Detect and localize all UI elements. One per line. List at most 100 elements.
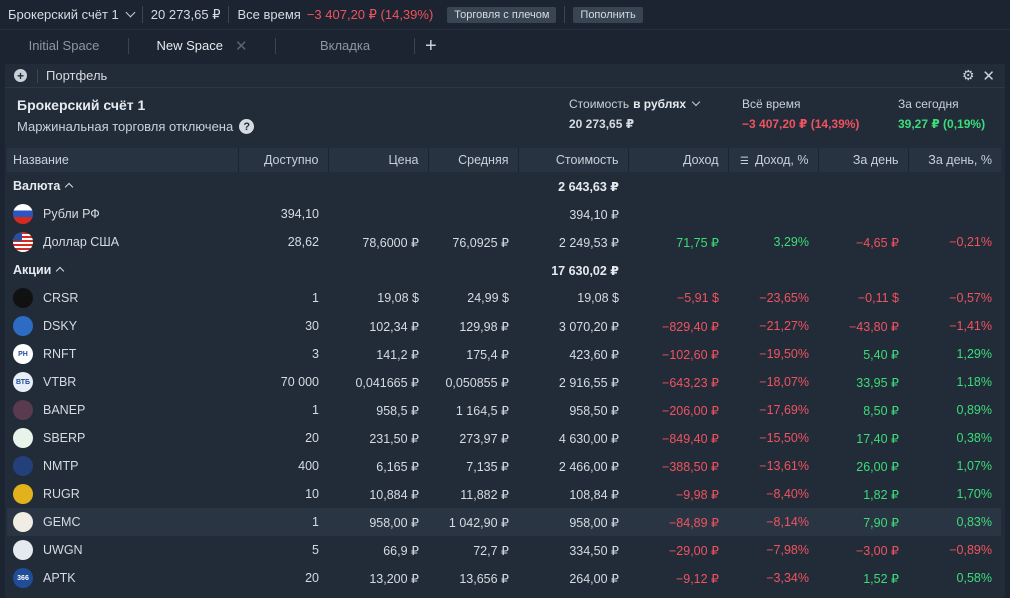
deposit-button[interactable]: Пополнить	[573, 6, 643, 23]
day-pct-cell: −0,57%	[949, 291, 992, 305]
add-tab-icon[interactable]: +	[425, 34, 437, 57]
add-widget-icon[interactable]: +	[14, 69, 27, 82]
empty-cell	[818, 256, 908, 284]
alltime-value: −3 407,20 ₽ (14,39%)	[742, 117, 860, 131]
help-icon[interactable]: ?	[239, 119, 255, 134]
day-cell: 5,40 ₽	[863, 347, 899, 362]
col-value[interactable]: Стоимость	[518, 148, 629, 172]
price-cell: 958,00 ₽	[328, 508, 428, 536]
price-cell: 231,50 ₽	[369, 431, 419, 446]
pnl-cell: −9,98 ₽	[675, 487, 719, 502]
chevron-up-icon[interactable]	[56, 266, 65, 276]
account-selector[interactable]: Брокерский счёт 1	[0, 0, 142, 29]
tab-divider	[414, 37, 415, 54]
group-row-currency[interactable]: Валюта 2 643,63 ₽	[7, 172, 1001, 200]
asset-name-cell: SBERP	[7, 424, 238, 452]
tab-initial-space[interactable]: Initial Space	[0, 30, 128, 62]
asset-name: ВТБ VTBR	[13, 372, 229, 392]
day-pct-cell: 0,58%	[956, 571, 992, 585]
table-row[interactable]: Доллар США 28,62 78,6000 ₽ 76,0925 ₽ 2 249,5…	[7, 228, 1001, 256]
table-row[interactable]: GEMC 1 958,00 ₽1 042,90 ₽958,00 ₽ −84,89 ₽ −…	[7, 508, 1001, 536]
chevron-up-icon[interactable]	[65, 182, 74, 192]
tab-new-space[interactable]: New Space ✕	[129, 30, 275, 62]
table-row[interactable]: UWGN 5 66,9 ₽ 72,7 ₽ 334,50 ₽ −29,00 ₽ −7,98% −…	[7, 536, 1001, 564]
available-cell: 394,10	[280, 207, 319, 221]
available-cell: 3	[312, 347, 319, 361]
table-row[interactable]: SBERP 20 231,50 ₽ 273,97 ₽ 4 630,00 ₽ −849,40…	[7, 424, 1001, 452]
margin-trading-button[interactable]: Торговля с плечом	[447, 6, 557, 23]
value-cell: 3 070,20 ₽	[558, 319, 619, 334]
average-cell: 11,882 ₽	[460, 487, 509, 502]
account-title: Брокерский счёт 1	[17, 97, 146, 113]
asset-name-cell: BANEP	[7, 396, 238, 424]
asset-name: GEMC	[13, 512, 229, 532]
col-available[interactable]: Доступно	[238, 148, 329, 172]
asset-name: DSKY	[13, 316, 229, 336]
col-name[interactable]: Название	[7, 148, 239, 172]
available-cell: 10	[305, 487, 319, 501]
pnl-cell: −102,60 ₽	[662, 347, 719, 362]
table-row[interactable]: NMTP 400 6,165 ₽ 7,135 ₽ 2 466,00 ₽ −388,50 ₽…	[7, 452, 1001, 480]
day-pct-cell: 1,18%	[956, 375, 992, 389]
average-cell: 72,7 ₽	[473, 543, 509, 558]
table-body: Валюта 2 643,63 ₽ Рубли РФ 394,10 394,10 ₽ До…	[7, 172, 1001, 592]
tab-vkladka[interactable]: Вкладка	[276, 30, 414, 62]
table-row[interactable]: Рубли РФ 394,10 394,10 ₽	[7, 200, 1001, 228]
empty-cell	[328, 172, 428, 200]
pnl-pct-cell: −18,07%	[759, 375, 809, 389]
table-header: Название Доступно Цена Средняя Стоимость…	[7, 148, 1001, 172]
available-cell: 1	[312, 403, 319, 417]
table-row[interactable]: ВТБ VTBR 70 000 0,041665 ₽ 0,050855 ₽ 2 916,5…	[7, 368, 1001, 396]
asset-label: BANEP	[43, 403, 86, 417]
empty-cell	[628, 172, 728, 200]
panel-actions: ⚙ ✕	[962, 67, 995, 85]
day-cell: 1,52 ₽	[863, 571, 899, 586]
col-pnl-pct[interactable]: ☰ Доход, %	[728, 148, 819, 172]
price-cell: 13,200 ₽	[369, 571, 419, 586]
group-row-stocks[interactable]: Акции 17 630,02 ₽	[7, 256, 1001, 284]
pnl-cell: −388,50 ₽	[662, 459, 719, 474]
empty-cell	[428, 172, 518, 200]
close-icon[interactable]: ✕	[982, 67, 995, 85]
company-logo-icon: ВТБ	[13, 372, 33, 392]
close-icon[interactable]: ✕	[234, 37, 248, 55]
divider	[228, 6, 230, 23]
value-cell: 958,00 ₽	[518, 508, 628, 536]
gear-icon[interactable]: ⚙	[961, 67, 975, 83]
account-summary: Брокерский счёт 1 Маржинальная торговля …	[5, 88, 1005, 148]
day-cell: 17,40 ₽	[856, 431, 899, 446]
group-label: Валюта	[13, 179, 61, 193]
portfolio-table: Название Доступно Цена Средняя Стоимость…	[7, 148, 1001, 592]
table-row[interactable]: PH RNFT 3 141,2 ₽ 175,4 ₽ 423,60 ₽ −102,60 ₽ −1…	[7, 340, 1001, 368]
table-row[interactable]: 366 APTK 20 13,200 ₽ 13,656 ₽ 264,00 ₽ −9,12 ₽…	[7, 564, 1001, 592]
day-pct-cell: −0,89%	[949, 543, 992, 557]
alltime-value: −3 407,20 ₽ (14,39%)	[306, 6, 434, 22]
col-pnl[interactable]: Доход	[628, 148, 729, 172]
company-logo-icon: 366	[13, 568, 33, 588]
alltime-stat: Все время −3 407,20 ₽ (14,39%) Торговля …	[229, 0, 564, 29]
table-row[interactable]: DSKY 30 102,34 ₽ 129,98 ₽ 3 070,20 ₽ −829,40 …	[7, 312, 1001, 340]
value-cell: 108,84 ₽	[569, 487, 619, 502]
col-day-pct[interactable]: За день, %	[908, 148, 1001, 172]
asset-label: RNFT	[43, 347, 77, 361]
table-row[interactable]: CRSR 1 19,08 $ 24,99 $ 19,08 $ −5,91 $ −23,65%…	[7, 284, 1001, 312]
tab-label: New Space	[156, 38, 223, 53]
company-logo-icon: PH	[13, 344, 33, 364]
price-cell: 19,08 $	[377, 291, 419, 305]
asset-label: DSKY	[43, 319, 78, 333]
value-label: Стоимость	[569, 97, 630, 111]
table-row[interactable]: RUGR 10 10,884 ₽ 11,882 ₽ 108,84 ₽ −9,98 ₽ −8,…	[7, 480, 1001, 508]
col-pnl-pct-label: Доход, %	[754, 153, 809, 167]
col-price[interactable]: Цена	[328, 148, 429, 172]
pnl-cell: 71,75 ₽	[676, 235, 719, 250]
price-cell: 66,9 ₽	[383, 543, 419, 558]
col-average[interactable]: Средняя	[428, 148, 519, 172]
currency-selector[interactable]: Стоимость в рублях	[569, 97, 701, 111]
col-day[interactable]: За день	[818, 148, 909, 172]
today-stat: За сегодня 39,27 ₽ (0,19%)	[898, 97, 985, 131]
day-pct-cell: 0,89%	[956, 403, 992, 417]
usa-flag-icon	[13, 232, 33, 252]
asset-name: SBERP	[13, 428, 229, 448]
asset-label: Доллар США	[43, 235, 120, 249]
table-row[interactable]: BANEP 1 958,5 ₽ 1 164,5 ₽ 958,50 ₽ −206,00 ₽ −…	[7, 396, 1001, 424]
